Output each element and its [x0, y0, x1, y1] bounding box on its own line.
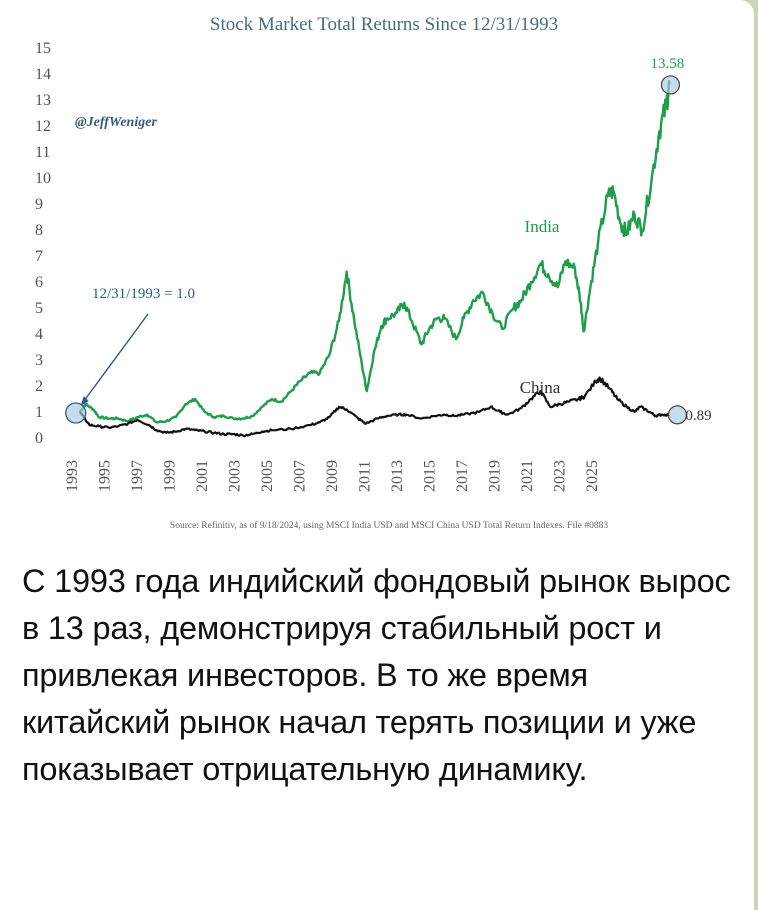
y-tick-label: 3 — [35, 352, 43, 369]
x-tick-label: 2005 — [259, 460, 276, 492]
watermark-handle: @JeffWeniger — [75, 115, 157, 130]
series-line-china — [78, 376, 670, 438]
x-tick-label: 1995 — [97, 460, 114, 492]
x-tick-label: 1993 — [64, 460, 81, 492]
china-end-marker — [667, 405, 688, 425]
x-tick-label: 2013 — [389, 460, 406, 492]
x-tick-label: 2011 — [357, 461, 374, 492]
china-series-label: China — [520, 378, 561, 397]
y-tick-label: 12 — [35, 118, 51, 135]
x-tick-label: 2017 — [454, 460, 471, 492]
x-tick-label: 2007 — [292, 460, 309, 492]
y-tick-label: 14 — [35, 66, 51, 83]
message-text: С 1993 года индийский фондовый рынок выр… — [22, 563, 731, 787]
start-marker — [65, 402, 87, 424]
y-tick-label: 0 — [35, 430, 43, 447]
chart-title: Stock Market Total Returns Since 12/31/1… — [210, 14, 558, 35]
y-tick-label: 2 — [35, 378, 43, 395]
start-arrow-head — [80, 396, 89, 406]
india-series-label: India — [525, 217, 560, 236]
y-tick-label: 10 — [35, 170, 51, 187]
x-tick-label: 2021 — [519, 460, 536, 492]
y-tick-label: 6 — [35, 274, 43, 291]
x-tick-label: 2003 — [227, 460, 244, 492]
x-tick-label: 1999 — [162, 460, 179, 492]
y-tick-label: 7 — [35, 248, 43, 265]
x-tick-label: 2009 — [324, 460, 341, 492]
y-tick-label: 15 — [35, 40, 51, 57]
annotations: 12/31/1993 = 1.0 13.58 0.89 India China — [65, 56, 712, 425]
y-tick-label: 1 — [35, 404, 43, 421]
start-arrow-line — [81, 313, 149, 405]
y-tick-label: 8 — [35, 222, 43, 239]
y-tick-label: 11 — [35, 144, 50, 161]
plot-area — [78, 79, 671, 438]
india-end-value: 13.58 — [651, 56, 685, 72]
x-tick-label: 2023 — [552, 460, 569, 492]
y-tick-label: 4 — [35, 326, 43, 343]
x-tick-label: 2019 — [487, 460, 504, 492]
china-end-value: 0.89 — [685, 408, 711, 424]
y-tick-label: 5 — [35, 300, 43, 317]
x-tick-label: 2015 — [422, 460, 439, 492]
y-tick-label: 13 — [35, 92, 51, 109]
x-tick-label: 1997 — [129, 460, 146, 492]
returns-chart: Stock Market Total Returns Since 12/31/1… — [35, 14, 712, 531]
india-end-marker — [660, 75, 681, 95]
y-tick-label: 9 — [35, 196, 43, 213]
start-annotation: 12/31/1993 = 1.0 — [92, 286, 195, 302]
x-axis: 1993 1995 1997 1999 2001 2003 2005 2007 2009 2011… — [64, 460, 601, 492]
x-tick-label: 2001 — [194, 460, 211, 492]
x-tick-label: 2025 — [584, 460, 601, 492]
series-line-india — [78, 79, 671, 424]
source-note: Source: Refinitiv, as of 9/18/2024, usin… — [170, 520, 608, 531]
